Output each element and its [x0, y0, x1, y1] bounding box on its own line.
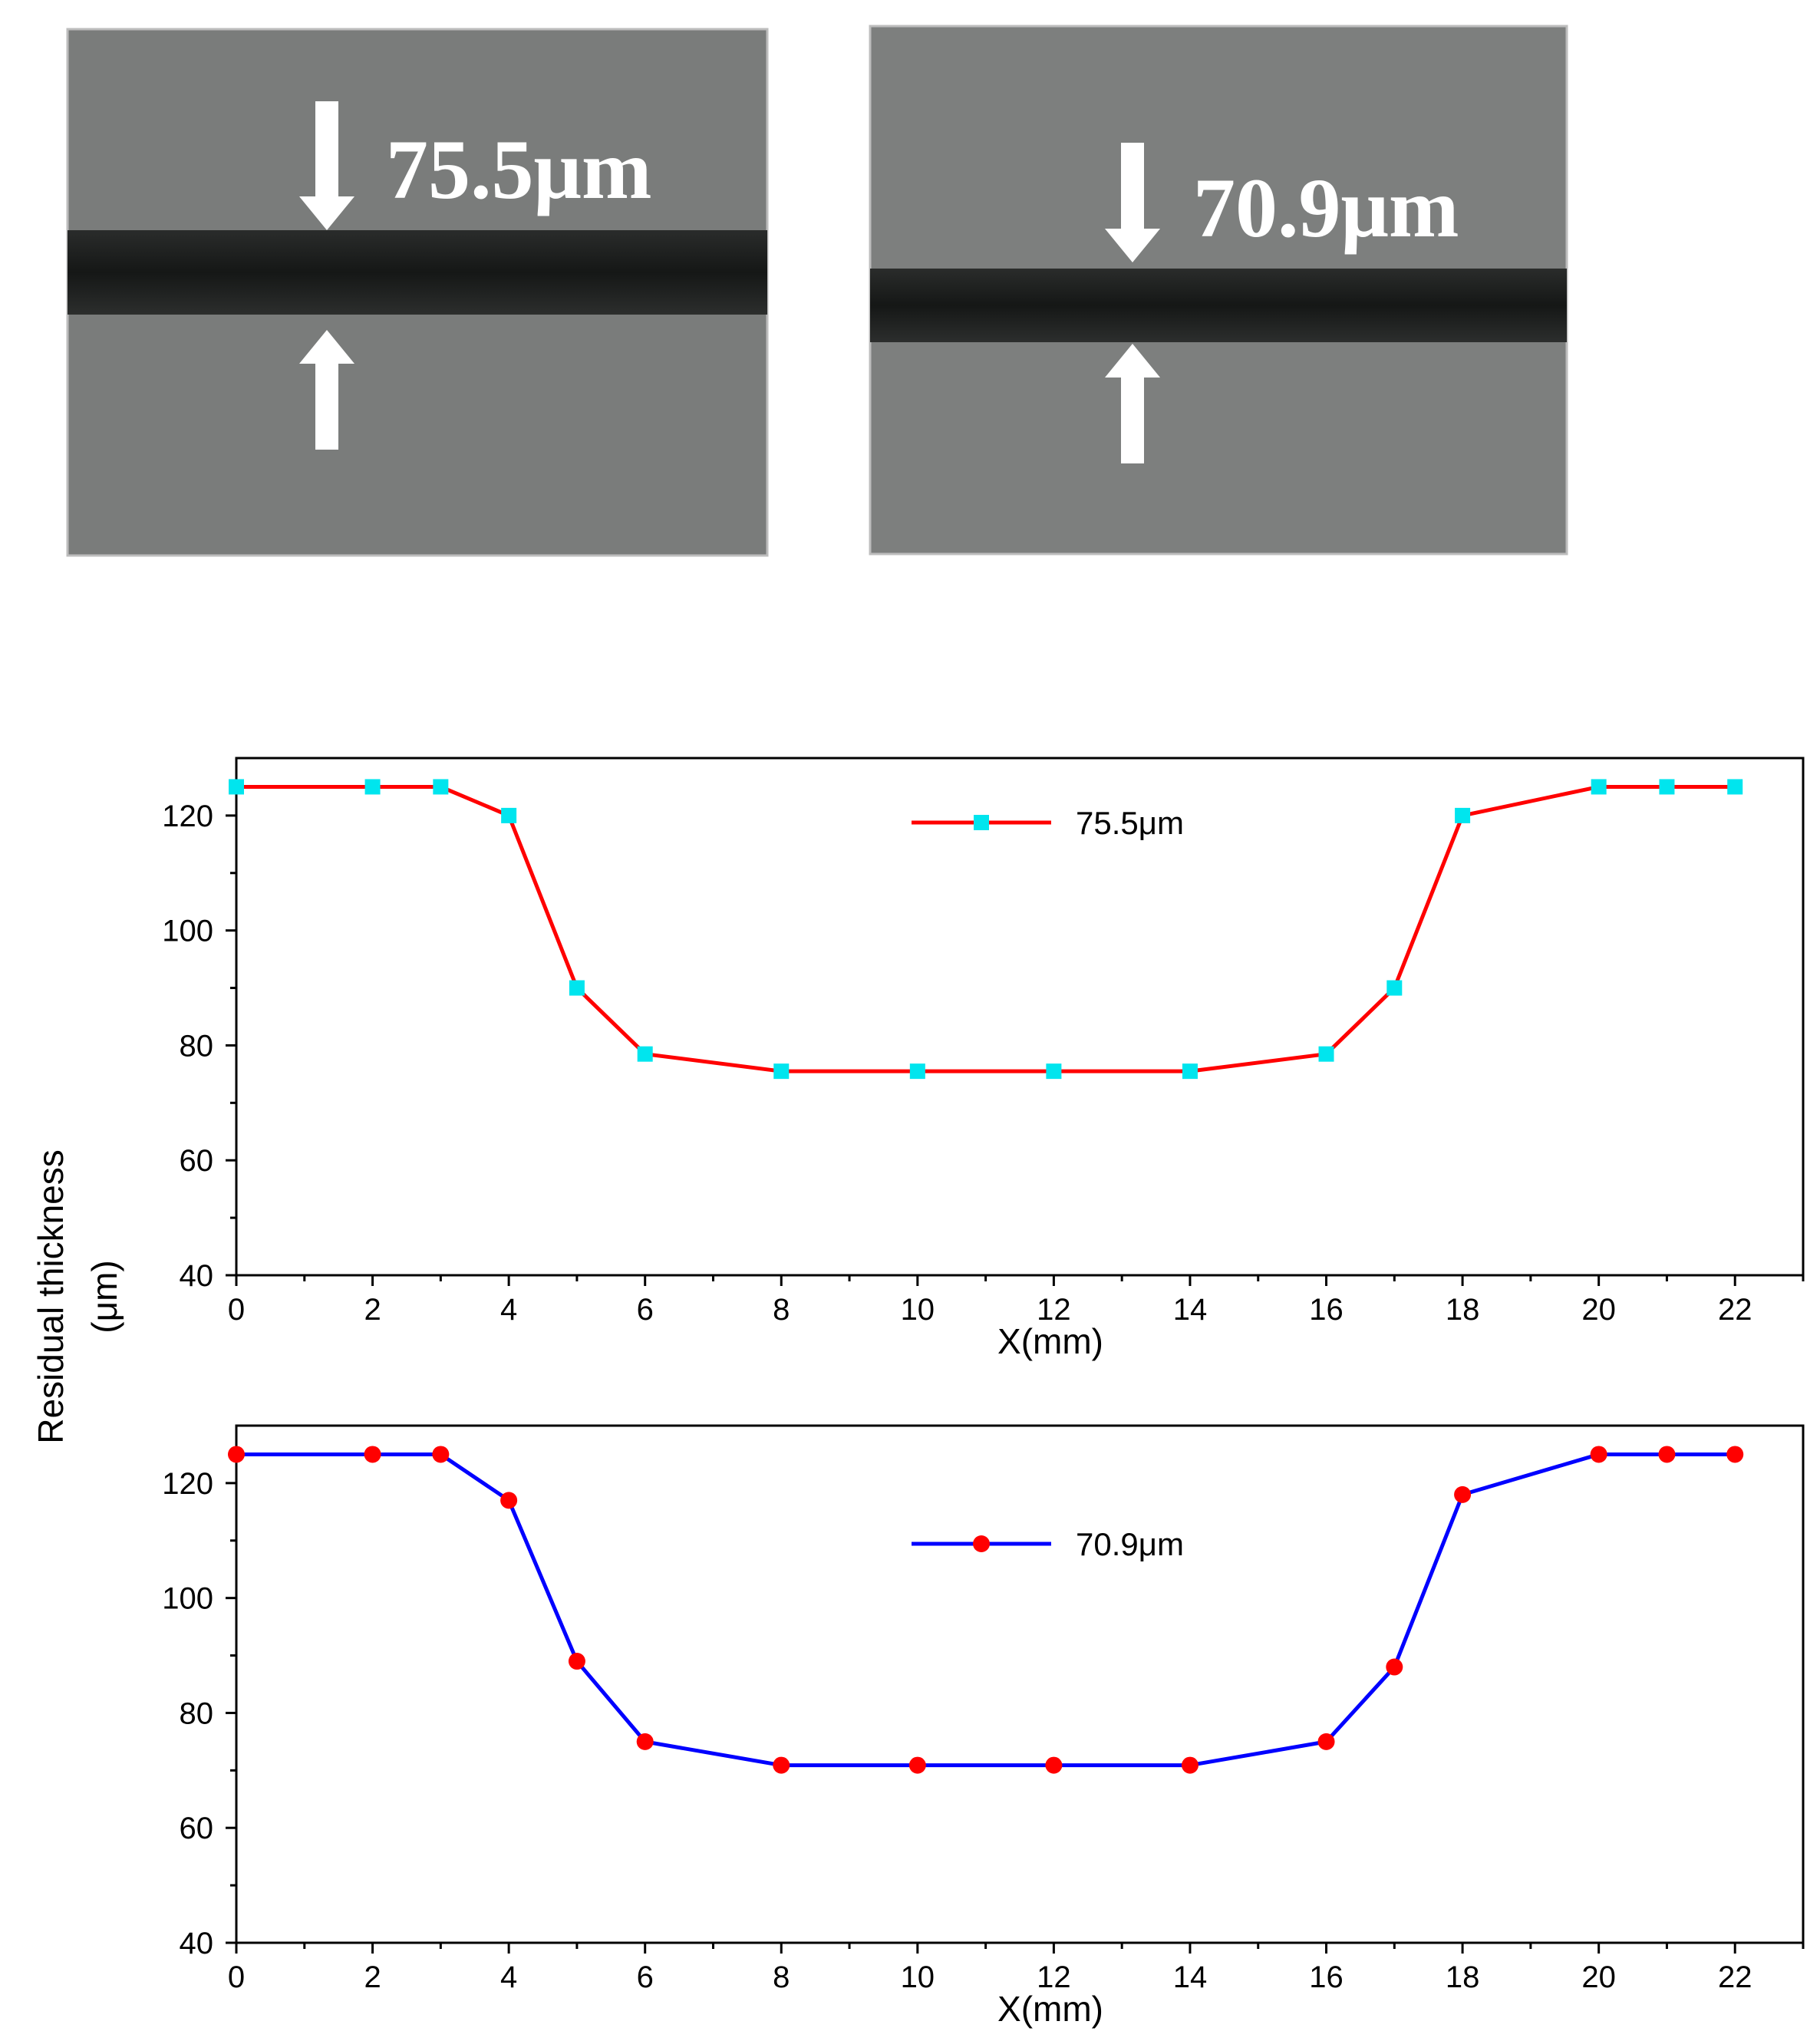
data-point — [1386, 980, 1403, 996]
y-tick-label: 60 — [180, 1812, 214, 1845]
data-point — [1181, 1756, 1198, 1774]
data-point — [501, 807, 517, 823]
y-tick-label: 80 — [180, 1696, 214, 1730]
x-tick-label: 10 — [901, 1960, 935, 1994]
arrow-down-icon — [1105, 143, 1160, 262]
data-point — [229, 779, 244, 795]
x-tick-label: 0 — [228, 1960, 245, 1994]
y-tick-label: 60 — [180, 1144, 214, 1178]
thickness-label-right: 70.9μm — [1193, 161, 1459, 255]
legend-marker — [973, 1535, 990, 1552]
data-point — [568, 1653, 585, 1670]
y-axis-title-line1: Residual thickness — [31, 1149, 71, 1444]
y-axis-title-line2: (μm) — [84, 1260, 124, 1333]
shared-y-axis-title: Residual thickness (μm) — [31, 1149, 124, 1444]
series-line — [236, 784, 1736, 1073]
data-point — [1726, 1446, 1744, 1463]
x-axis-title: X(mm) — [997, 1321, 1103, 1361]
x-tick-label: 16 — [1309, 1293, 1344, 1327]
data-point — [569, 980, 585, 996]
data-point — [500, 1492, 518, 1509]
x-tick-label: 2 — [364, 1960, 381, 1994]
legend-marker — [974, 815, 989, 830]
data-point — [1455, 807, 1471, 823]
micrograph-left: 75.5μm — [66, 28, 769, 557]
x-tick-label: 18 — [1446, 1960, 1480, 1994]
x-tick-label: 12 — [1037, 1960, 1071, 1994]
x-tick-label: 6 — [637, 1960, 654, 1994]
x-tick-label: 14 — [1173, 1293, 1208, 1327]
data-point — [637, 1046, 653, 1062]
data-point — [1659, 779, 1675, 795]
x-tick-label: 4 — [500, 1960, 517, 1994]
y-tick-label: 120 — [162, 1467, 213, 1501]
x-tick-label: 18 — [1446, 1293, 1480, 1327]
data-point — [908, 1756, 926, 1774]
x-tick-label: 22 — [1718, 1960, 1752, 1994]
data-point — [1318, 1046, 1334, 1062]
chart-top: 0 2 4 6 8 10 12 14 16 18 20 22 40 60 80 100 120 X(mm) 75.5… — [162, 757, 1805, 1361]
data-point — [1590, 1446, 1607, 1463]
plot-frame — [235, 1424, 1805, 1944]
y-tick-label: 100 — [162, 915, 213, 948]
x-tick-label: 20 — [1581, 1960, 1616, 1994]
y-tick-label: 100 — [162, 1582, 213, 1616]
legend-label: 70.9μm — [1076, 1526, 1184, 1562]
x-tick-label: 0 — [228, 1293, 245, 1327]
data-point — [1046, 1063, 1062, 1080]
x-tick-label: 6 — [637, 1293, 654, 1327]
data-point — [364, 1446, 381, 1463]
chart-bottom: 0 2 4 6 8 10 12 14 16 18 20 22 40 60 80 100 120 X(mm) 70.9… — [162, 1424, 1805, 2029]
arrow-up-icon — [299, 330, 354, 450]
micrograph-right: 70.9μm — [869, 25, 1568, 556]
x-tick-label: 14 — [1173, 1960, 1208, 1994]
x-tick-label: 4 — [500, 1293, 517, 1327]
data-point — [1727, 779, 1743, 795]
coating-layer-right — [870, 269, 1567, 342]
data-point — [432, 1446, 450, 1463]
series-line — [236, 1452, 1736, 1768]
thickness-label-left: 75.5μm — [386, 123, 652, 216]
data-point — [773, 1063, 790, 1080]
data-point — [364, 779, 381, 795]
data-point — [909, 1063, 925, 1080]
data-point — [1317, 1733, 1335, 1750]
x-tick-label: 22 — [1718, 1293, 1752, 1327]
x-tick-label: 8 — [773, 1960, 790, 1994]
arrow-down-icon — [299, 101, 354, 230]
y-tick-label: 40 — [180, 1259, 214, 1293]
data-point — [636, 1733, 654, 1750]
x-tick-label: 16 — [1309, 1960, 1344, 1994]
data-point — [1454, 1485, 1472, 1503]
y-tick-label: 40 — [180, 1927, 214, 1960]
data-point — [1591, 779, 1607, 795]
x-tick-label: 2 — [364, 1293, 381, 1327]
data-point — [773, 1756, 790, 1774]
y-tick-label: 80 — [180, 1029, 214, 1063]
x-tick-label: 8 — [773, 1293, 790, 1327]
coating-layer-left — [68, 230, 767, 315]
x-tick-label: 20 — [1581, 1293, 1616, 1327]
x-axis-title: X(mm) — [997, 1989, 1103, 2029]
x-tick-label: 10 — [901, 1293, 935, 1327]
data-point — [1045, 1756, 1063, 1774]
data-point — [228, 1446, 245, 1463]
data-point — [1658, 1446, 1676, 1463]
data-point — [1182, 1063, 1198, 1080]
x-tick-label: 12 — [1037, 1293, 1071, 1327]
legend-label: 75.5μm — [1076, 805, 1184, 841]
y-tick-label: 120 — [162, 800, 213, 833]
data-point — [433, 779, 449, 795]
arrow-up-icon — [1105, 344, 1160, 463]
plot-frame — [235, 757, 1805, 1277]
data-point — [1386, 1658, 1403, 1676]
